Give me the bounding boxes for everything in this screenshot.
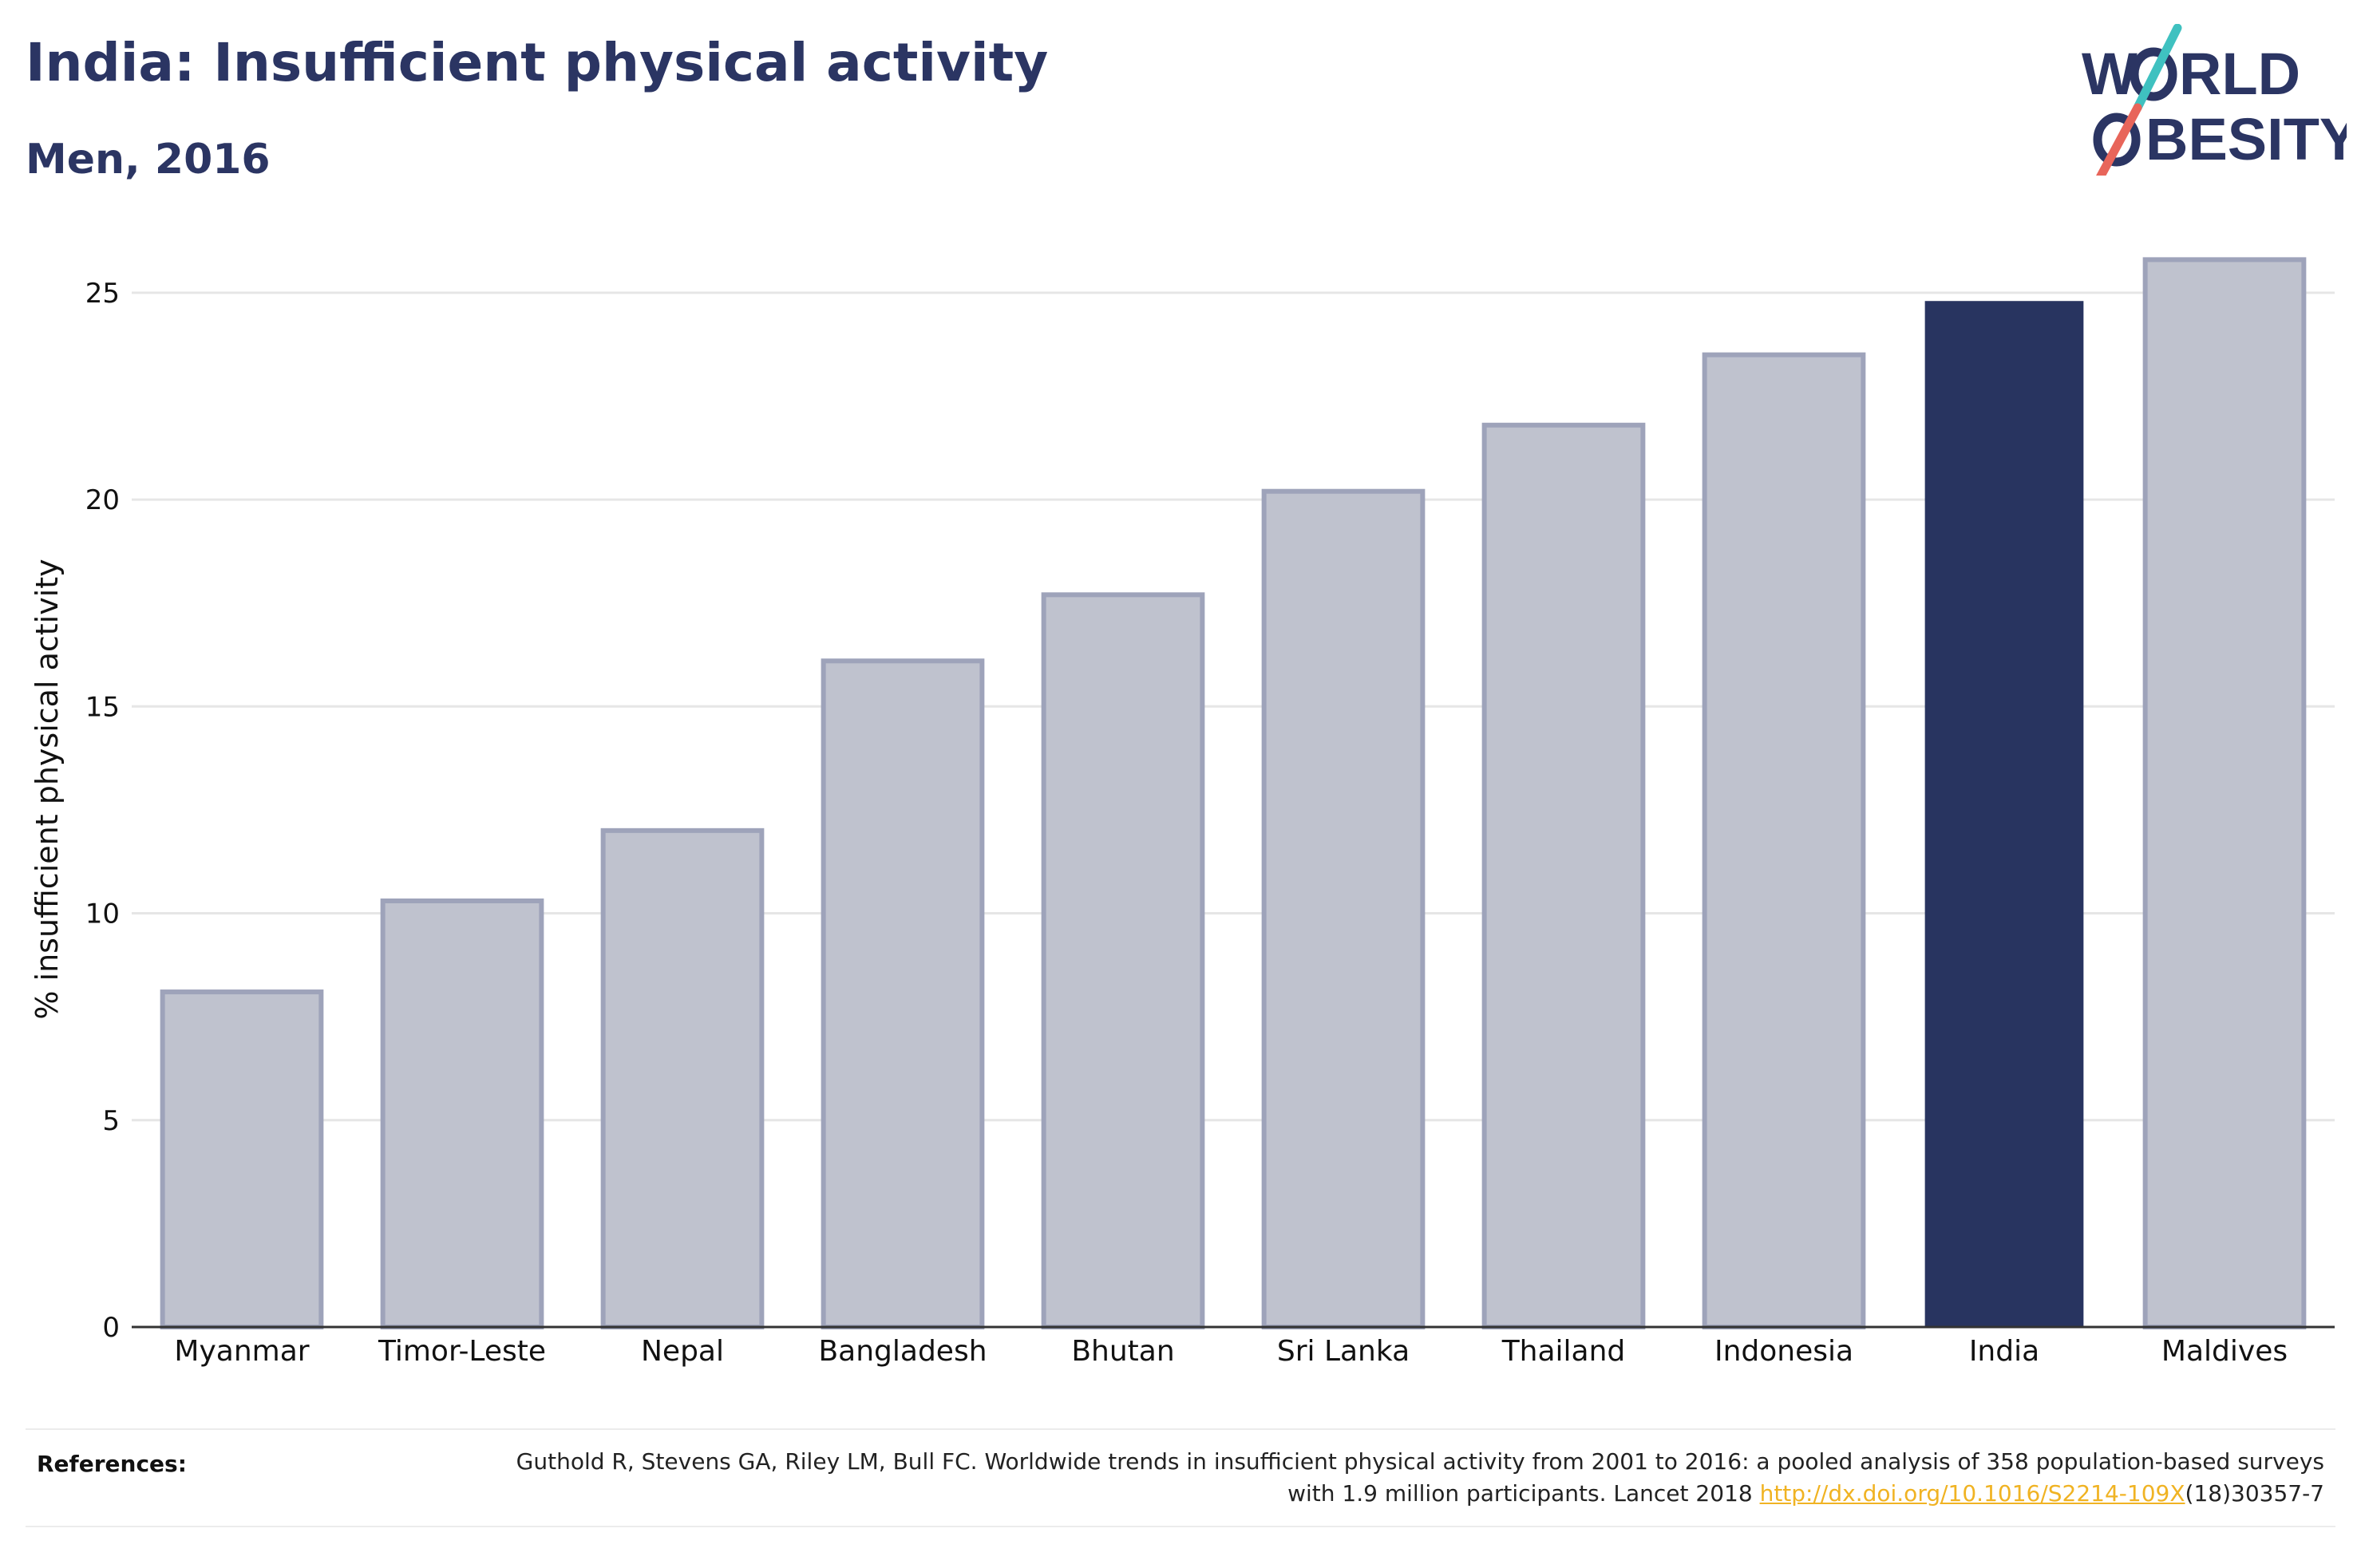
y-tick-label: 10 xyxy=(85,899,120,930)
bar xyxy=(1924,301,2084,1328)
x-tick-label: Timor-Leste xyxy=(378,1335,546,1368)
references-section: References: Guthold R, Stevens GA, Riley… xyxy=(26,1428,2335,1527)
bar xyxy=(1041,592,1205,1329)
x-tick-label: Maldives xyxy=(2161,1335,2288,1368)
bar xyxy=(821,658,985,1329)
y-axis-label: % insufficient physical activity xyxy=(30,559,65,1019)
bar xyxy=(1702,352,1866,1330)
x-tick-label: India xyxy=(1969,1335,2039,1368)
y-tick-label: 20 xyxy=(85,484,120,516)
y-tick-label: 5 xyxy=(102,1105,120,1137)
logo-o-top xyxy=(2130,47,2177,101)
logo-slash-bottom xyxy=(2096,103,2142,176)
logo-letter-w: W xyxy=(2082,41,2138,107)
references-doi-link[interactable]: http://dx.doi.org/10.1016/S2214-109X xyxy=(1759,1480,2185,1507)
bar xyxy=(160,989,324,1329)
references-citation: Guthold R, Stevens GA, Riley LM, Bull FC… xyxy=(516,1448,2324,1507)
bar xyxy=(1481,422,1646,1329)
bar xyxy=(2142,257,2307,1329)
x-tick-label: Bangladesh xyxy=(818,1335,987,1368)
x-tick-label: Sri Lanka xyxy=(1277,1335,1410,1368)
bar xyxy=(380,898,544,1329)
y-tick-label: 25 xyxy=(85,278,120,310)
y-tick-label: 15 xyxy=(85,691,120,723)
page-subtitle: Men, 2016 xyxy=(26,136,271,184)
bar xyxy=(1261,488,1426,1330)
x-tick-label: Indonesia xyxy=(1714,1335,1853,1368)
world-obesity-logo: W RLD BESITY xyxy=(2082,24,2347,176)
logo-slash-top xyxy=(2133,24,2182,113)
bar-chart: 0 5 10 15 20 25 Myanmar Timor-Leste Nepal Banglad… xyxy=(30,257,2335,1368)
references-label: References: xyxy=(37,1451,187,1477)
references-text: Guthold R, Stevens GA, Riley LM, Bull FC… xyxy=(488,1446,2324,1510)
x-tick-label: Bhutan xyxy=(1071,1335,1174,1368)
logo-text-besity: BESITY xyxy=(2145,106,2347,172)
references-citation-suffix: (18)30357-7 xyxy=(2185,1480,2324,1507)
logo-text-rld: RLD xyxy=(2179,41,2300,107)
x-tick-label: Thailand xyxy=(1501,1335,1626,1368)
page-title: India: Insufficient physical activity xyxy=(26,32,1049,93)
bar xyxy=(600,827,765,1330)
x-tick-label: Myanmar xyxy=(174,1335,309,1368)
x-tick-label: Nepal xyxy=(641,1335,724,1368)
logo-o-bottom xyxy=(2093,113,2141,167)
y-tick-label: 0 xyxy=(102,1312,120,1344)
